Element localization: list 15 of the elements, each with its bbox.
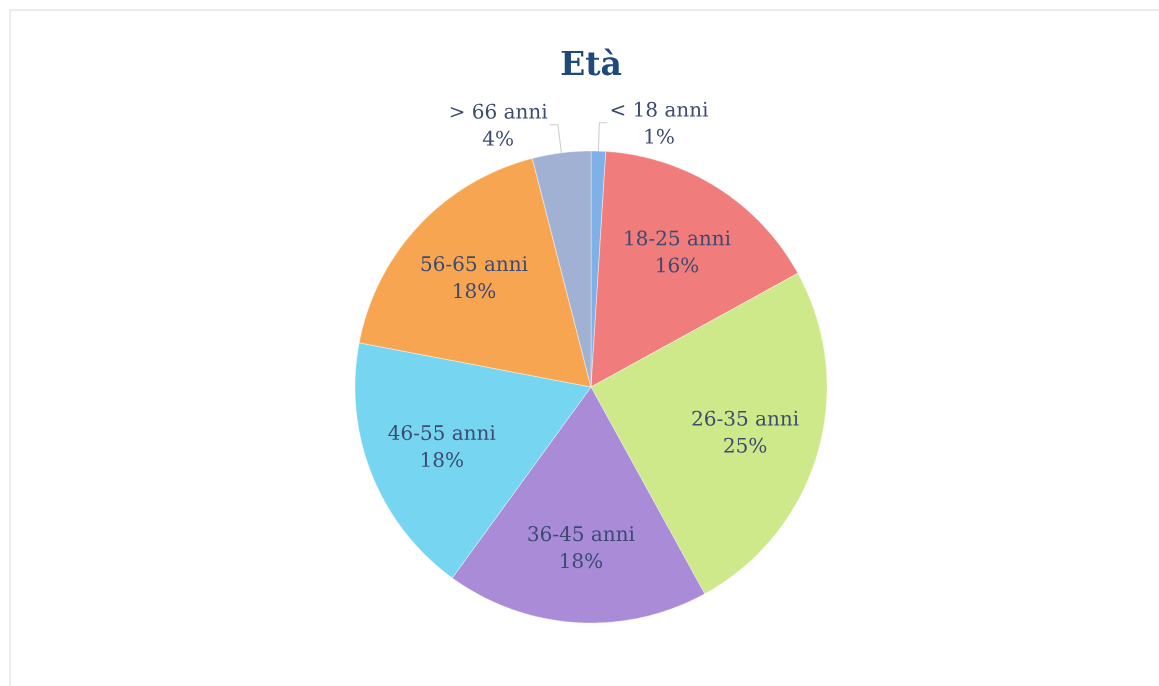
chart-title: Età [561,48,622,76]
data-label: 25% [724,437,767,453]
slice-label: 56-65 anni [421,256,528,272]
data-label: 4% [482,130,513,146]
slice-label: 46-55 anni [388,425,496,441]
data-label: 16% [657,257,699,273]
slice-label: > 66 anni [450,103,548,119]
slice-label: < 18 anni [611,101,709,117]
data-label: 18% [561,553,603,569]
slice-label: 18-25 anni [625,230,731,246]
slice-label: 26-35 anni [692,410,799,426]
data-label: 18% [422,452,463,468]
slice-label: 36-45 anni [528,526,635,542]
data-label: 18% [454,283,496,299]
data-label: 1% [645,128,674,144]
